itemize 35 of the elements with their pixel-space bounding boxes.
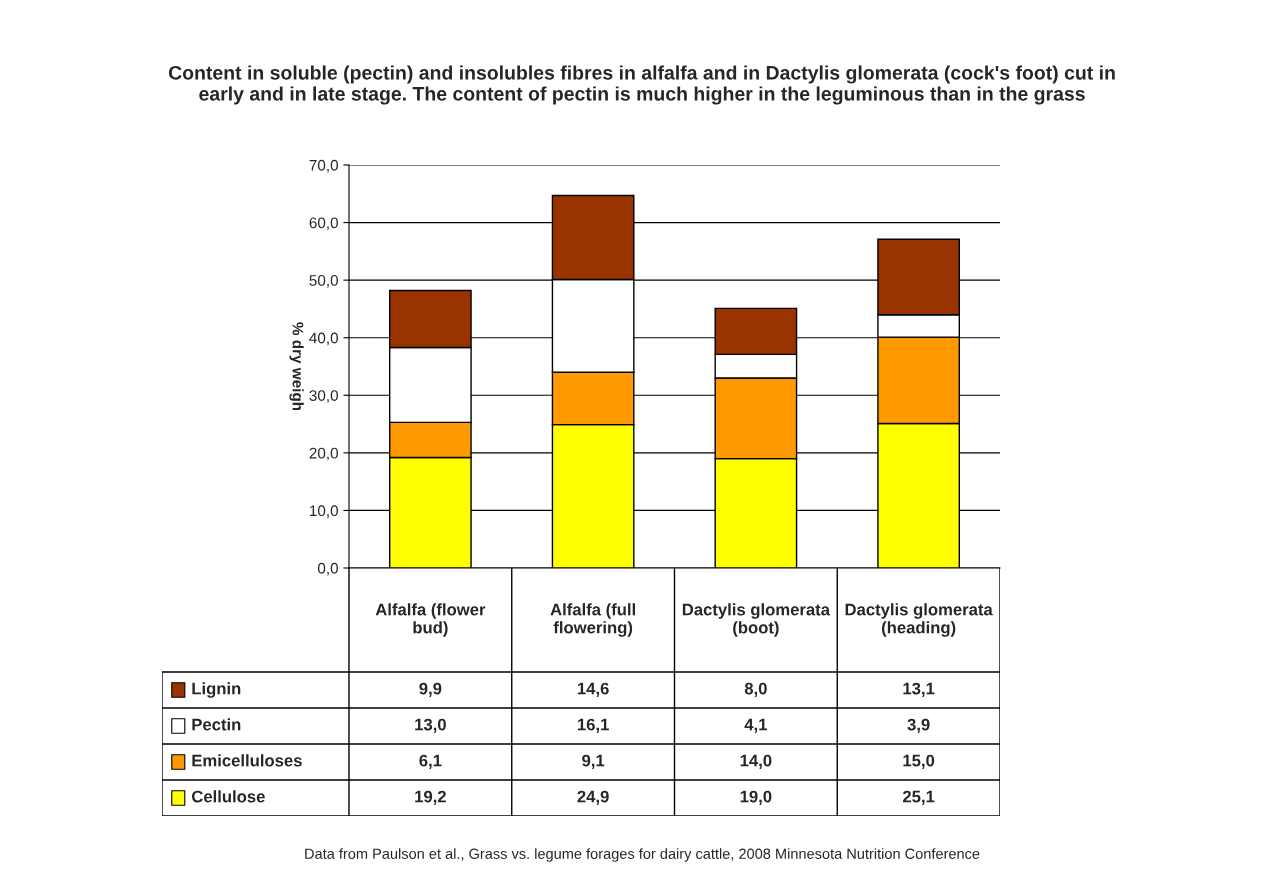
data-label: 13,0 [415, 718, 446, 733]
chart-title: Content in soluble (pectin) and insolubles fibres in alfalfa and in Dactylis glomerata (cock's foot) cut in early and in late stage. The content of pectin is much higher in the leguminous than in the grass [168, 65, 1115, 105]
data-label: 15,0 [903, 754, 935, 769]
data-label: 14,0 [740, 754, 772, 769]
y-tick-label: 60,0 [309, 217, 338, 231]
legend-label: Emicelluloses [192, 754, 302, 767]
y-tick-label: 0,0 [317, 562, 338, 576]
data-label: 9,1 [582, 754, 605, 769]
data-label: 19,0 [740, 790, 772, 805]
legend-label: Lignin [192, 682, 241, 698]
data-label: 8,0 [744, 682, 767, 697]
x-tick-label: Alfalfa (full flowering) [550, 603, 635, 637]
data-label: 16,1 [577, 718, 609, 733]
y-tick-label: 20,0 [309, 447, 338, 461]
x-tick-label: Alfalfa (flower bud) [375, 603, 486, 637]
x-tick-label: Dactylis glomerata (heading) [845, 603, 993, 637]
data-label: 24,9 [577, 790, 609, 805]
y-tick-label: 50,0 [309, 275, 338, 288]
x-tick-label: Dactylis glomerata (boot) [682, 603, 831, 637]
data-label: 3,9 [907, 718, 930, 733]
data-label: 9,9 [419, 682, 442, 697]
text: Data from Paulson et al., Grass vs. legume forages for dairy cattle, 2008 Minnesota Nutrition Conference [305, 848, 980, 862]
legend-label: Pectin [192, 718, 241, 731]
y-tick-label: 40,0 [309, 332, 338, 346]
data-label: 6,1 [419, 754, 442, 769]
data-label: 13,1 [903, 682, 935, 697]
legend-label: Cellulose [191, 790, 265, 803]
y-tick-label: 70,0 [309, 159, 338, 173]
y-tick-label: 10,0 [310, 505, 338, 518]
data-label: 14,6 [577, 682, 609, 697]
data-label: 4,1 [744, 718, 767, 733]
data-label: 25,1 [902, 790, 935, 805]
y-axis-title: % dry weigh [289, 322, 304, 411]
data-label: 19,2 [415, 790, 446, 805]
y-tick-label: 30,0 [309, 390, 338, 403]
